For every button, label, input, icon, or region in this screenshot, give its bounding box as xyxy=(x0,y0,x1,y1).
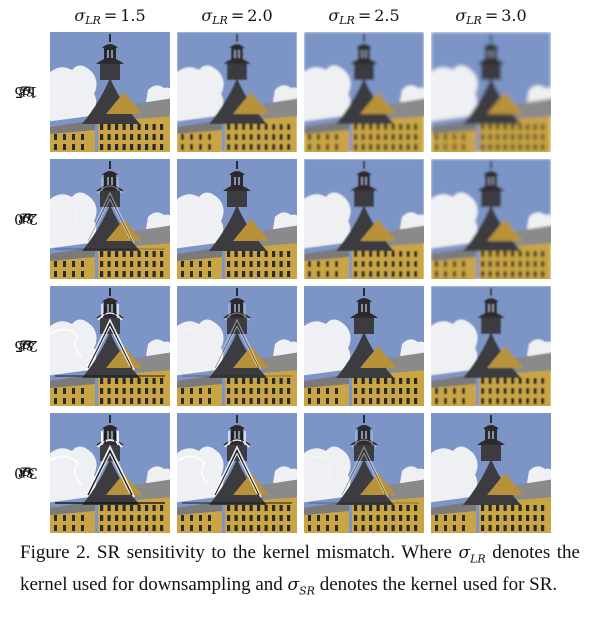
row-header-3: σ SR = 2.5 xyxy=(14,334,38,355)
sr-result-image-r1-c3 xyxy=(304,32,424,152)
column-header-2: σLR = 2.0 xyxy=(201,6,273,27)
column-header-1: σLR = 1.5 xyxy=(74,6,146,27)
sr-result-image-r4-c2 xyxy=(177,413,297,533)
row-header-4: σ SR = 3.0 xyxy=(14,461,38,482)
sr-result-image-r1-c4 xyxy=(431,32,551,152)
sr-result-image-r4-c3 xyxy=(304,413,424,533)
sr-result-image-r2-c4 xyxy=(431,159,551,279)
sr-result-image-r3-c2 xyxy=(177,286,297,406)
sr-result-image-r2-c2 xyxy=(177,159,297,279)
sr-result-image-r4-c1 xyxy=(50,413,170,533)
sr-result-image-r1-c1 xyxy=(50,32,170,152)
figure-caption: Figure 2. SR sensitivity to the kernel m… xyxy=(20,542,580,598)
row-header-2: σ SR = 2.0 xyxy=(14,207,38,228)
row-header-1: σ SR = 1.5 xyxy=(14,80,38,101)
sr-result-image-r3-c1 xyxy=(50,286,170,406)
sr-result-image-r1-c2 xyxy=(177,32,297,152)
column-header-4: σLR = 3.0 xyxy=(455,6,527,27)
sr-result-image-r4-c4 xyxy=(431,413,551,533)
sr-result-image-r2-c3 xyxy=(304,159,424,279)
sr-result-image-r3-c4 xyxy=(431,286,551,406)
sr-result-image-r3-c3 xyxy=(304,286,424,406)
sr-result-image-r2-c1 xyxy=(50,159,170,279)
column-header-3: σLR = 2.5 xyxy=(328,6,400,27)
